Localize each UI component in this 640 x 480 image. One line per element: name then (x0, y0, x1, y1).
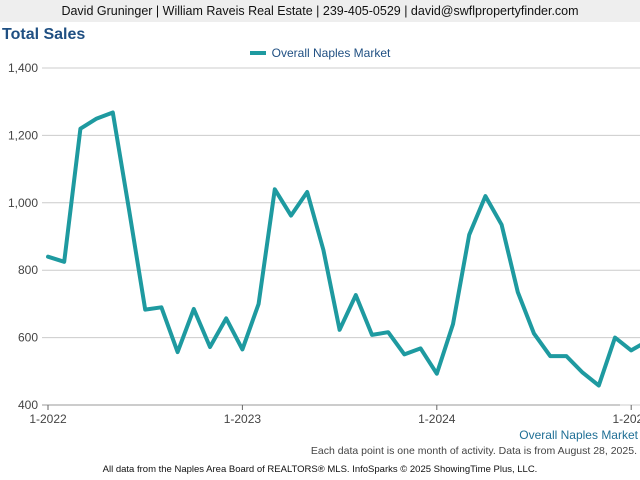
footer-credit: All data from the Naples Area Board of R… (102, 464, 538, 475)
data-point[interactable] (321, 248, 325, 252)
y-tick-label: 1,200 (8, 128, 38, 142)
data-point[interactable] (467, 233, 471, 237)
header-contact-text: David Gruninger | William Raveis Real Es… (61, 4, 579, 18)
data-point[interactable] (289, 214, 293, 218)
data-point[interactable] (370, 333, 374, 337)
data-point[interactable] (257, 302, 261, 306)
data-point[interactable] (419, 346, 423, 350)
legend-label: Overall Naples Market (271, 46, 391, 60)
data-point[interactable] (240, 347, 244, 351)
y-tick-label: 1,400 (8, 61, 38, 75)
x-tick-label: 1-2025 (613, 412, 640, 426)
x-tick-label: 1-2023 (224, 412, 262, 426)
data-point[interactable] (273, 187, 277, 191)
series-layer (46, 110, 640, 388)
data-point[interactable] (354, 293, 358, 297)
grid-layer (42, 67, 640, 406)
x-tick-label: 1-2024 (418, 412, 456, 426)
y-tick-label: 600 (18, 331, 38, 345)
y-tick-label: 400 (18, 398, 38, 412)
axis-layer: 400 600 800 1,000 1,200 1,400 1-2022 1-2023 1-20… (8, 61, 640, 426)
data-point[interactable] (176, 350, 180, 354)
data-point[interactable] (305, 190, 309, 194)
data-point[interactable] (143, 308, 147, 312)
data-point[interactable] (613, 336, 617, 340)
data-point[interactable] (532, 332, 536, 336)
data-note: Each data point is one month of activity… (310, 445, 637, 457)
data-point[interactable] (402, 352, 406, 356)
data-point[interactable] (111, 110, 115, 114)
y-tick-label: 800 (18, 263, 38, 277)
x-tick-label: 1-2022 (29, 412, 67, 426)
data-point[interactable] (127, 208, 131, 212)
data-point[interactable] (208, 345, 212, 349)
data-point[interactable] (516, 290, 520, 294)
y-tick-label: 1,000 (8, 196, 38, 210)
data-point[interactable] (62, 260, 66, 264)
data-point[interactable] (46, 255, 50, 259)
data-point[interactable] (564, 354, 568, 358)
data-point[interactable] (597, 383, 601, 387)
series-end-label: Overall Naples Market (519, 428, 638, 442)
data-point[interactable] (435, 372, 439, 376)
legend[interactable]: Overall Naples Market (0, 46, 640, 60)
series-line[interactable] (46, 110, 640, 388)
header-contact-bar: David Gruninger | William Raveis Real Es… (0, 0, 640, 22)
data-point[interactable] (629, 348, 633, 352)
data-point[interactable] (483, 194, 487, 198)
data-point[interactable] (192, 307, 196, 311)
data-point[interactable] (451, 322, 455, 326)
legend-swatch (249, 51, 266, 55)
chart-title: Total Sales (2, 26, 86, 43)
data-point[interactable] (581, 371, 585, 375)
data-point[interactable] (338, 328, 342, 332)
data-point[interactable] (548, 354, 552, 358)
data-point[interactable] (78, 127, 82, 131)
data-point[interactable] (159, 305, 163, 309)
data-point[interactable] (95, 117, 99, 121)
data-point[interactable] (500, 223, 504, 227)
data-point[interactable] (224, 316, 228, 320)
data-point[interactable] (386, 330, 390, 334)
